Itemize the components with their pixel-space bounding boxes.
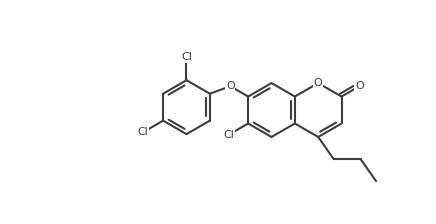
Text: O: O <box>314 78 323 88</box>
Text: Cl: Cl <box>138 127 149 137</box>
Text: O: O <box>355 81 364 91</box>
Text: O: O <box>226 81 235 91</box>
Text: Cl: Cl <box>181 52 192 62</box>
Text: Cl: Cl <box>224 130 235 140</box>
